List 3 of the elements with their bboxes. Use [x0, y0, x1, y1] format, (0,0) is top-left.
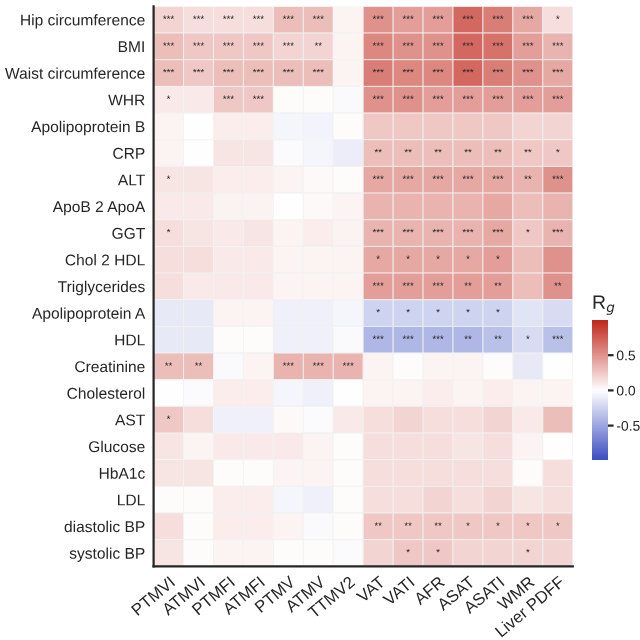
color-bar-title: R$_{g}$ [593, 295, 615, 315]
x-tick-label: VAT [355, 575, 386, 604]
x-tick-label: VATI [382, 576, 415, 607]
